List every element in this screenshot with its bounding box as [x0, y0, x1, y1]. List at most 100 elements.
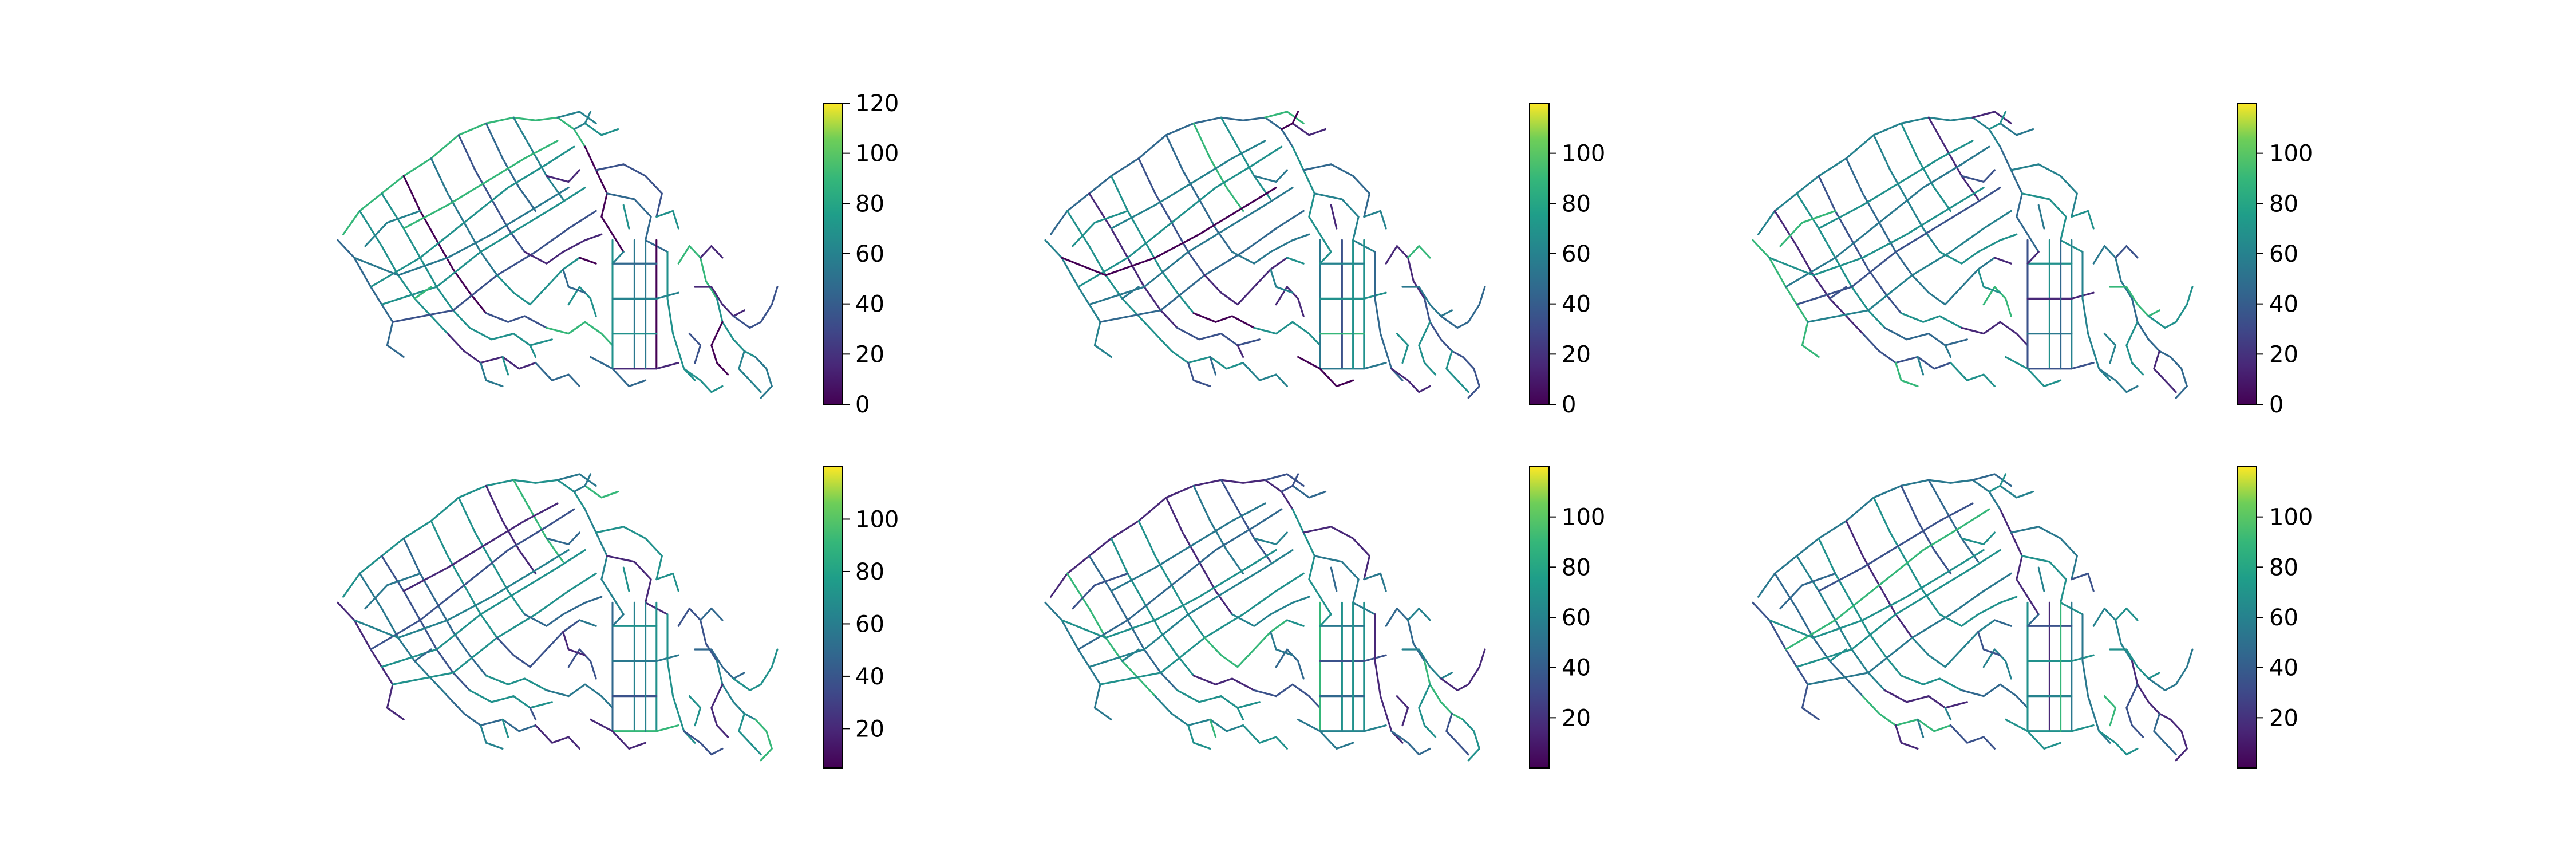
- road-segment: [1291, 484, 1327, 499]
- road-segment: [2026, 654, 2095, 663]
- road-segment: [381, 555, 471, 692]
- road-segment: [1785, 145, 1990, 288]
- road-segment: [590, 718, 647, 750]
- road-segment: [496, 257, 580, 306]
- colorbar-tick-label: 60: [855, 611, 884, 637]
- road-segment: [1270, 631, 1294, 656]
- road-segment: [1818, 175, 1902, 314]
- road-segment: [337, 601, 405, 721]
- road-segment: [1050, 116, 1294, 235]
- road-segment: [413, 648, 432, 663]
- road-segment: [1220, 479, 1272, 563]
- road-segment: [1938, 596, 2018, 627]
- road-segment: [1077, 145, 1283, 288]
- road-segment: [1236, 707, 1244, 721]
- road-segment: [1927, 479, 1980, 563]
- road-segment: [1911, 619, 1996, 668]
- road-segment: [1944, 707, 1952, 721]
- road-segment: [512, 479, 564, 563]
- road-segment: [1088, 555, 1178, 692]
- road-segment: [1044, 239, 1112, 358]
- road-segment: [1319, 654, 1387, 663]
- road-segment: [1396, 695, 1409, 727]
- road-segment: [1883, 689, 1968, 709]
- road-segment: [2005, 718, 2062, 750]
- road-segment: [655, 572, 679, 592]
- road-segment: [1066, 210, 1156, 335]
- road-segment: [1220, 116, 1272, 200]
- road-segment: [2170, 356, 2188, 399]
- road-segment: [1061, 549, 1277, 639]
- road-segment: [535, 361, 580, 388]
- road-segment: [1154, 695, 1244, 732]
- road-segment: [1209, 356, 1217, 376]
- road-segment: [1445, 712, 1469, 756]
- road-segment: [1390, 730, 1431, 756]
- road-segment: [1845, 157, 1913, 277]
- road-segment: [1999, 122, 2034, 136]
- panel-2: 0 20 40 60 80 100: [1044, 103, 1605, 418]
- road-segment: [1862, 695, 1952, 732]
- road-segment: [1242, 361, 1288, 388]
- road-segment: [2115, 607, 2139, 621]
- road-segment: [710, 321, 729, 376]
- road-segment: [501, 718, 509, 738]
- colorbar-tick-label: 100: [2269, 141, 2313, 167]
- road-network-map: [1044, 473, 1486, 762]
- road-segment: [523, 233, 603, 265]
- road-segment: [622, 566, 630, 592]
- road-segment: [622, 204, 630, 230]
- road-segment: [1977, 268, 2001, 294]
- road-segment: [364, 572, 421, 610]
- road-segment: [485, 484, 537, 575]
- road-segment: [683, 368, 724, 393]
- road-segment: [1319, 361, 1387, 370]
- colorbar-tick-label: 80: [2269, 554, 2298, 581]
- road-segment: [584, 484, 619, 499]
- road-segment: [578, 257, 597, 265]
- road-segment: [1385, 245, 1425, 300]
- panel-5: 20 40 60 80 100: [1044, 466, 1605, 769]
- colorbar: [2237, 103, 2257, 405]
- road-segment: [1236, 344, 1244, 358]
- road-segment: [1137, 157, 1206, 277]
- colorbar-tick-label: 100: [855, 506, 899, 533]
- road-segment: [1773, 210, 1864, 335]
- road-network-map: [1752, 111, 2194, 399]
- road-segment: [578, 619, 597, 627]
- road-segment: [754, 718, 773, 762]
- road-segment: [2147, 648, 2194, 692]
- road-segment: [595, 163, 663, 218]
- road-segment: [1993, 257, 2012, 265]
- road-segment: [1440, 286, 1486, 329]
- road-segment: [1192, 312, 1255, 329]
- road-segment: [1099, 210, 1305, 323]
- road-segment: [1319, 724, 1387, 732]
- colorbar-tick-label: 40: [855, 664, 884, 690]
- colorbar: [823, 103, 843, 405]
- road-segment: [1297, 356, 1354, 388]
- road-segment: [700, 245, 724, 259]
- road-segment: [611, 613, 625, 627]
- colorbar-tick-label: 0: [2269, 392, 2283, 418]
- road-segment: [556, 473, 597, 487]
- road-segment: [2109, 286, 2160, 317]
- road-segment: [573, 111, 592, 131]
- road-segment: [546, 321, 614, 346]
- road-segment: [1203, 257, 1288, 306]
- road-segment: [611, 251, 625, 265]
- road-segment: [1110, 537, 1195, 677]
- road-segment: [1895, 361, 1919, 388]
- road-segment: [2071, 210, 2095, 230]
- road-segment: [573, 473, 592, 493]
- road-segment: [1818, 537, 1902, 677]
- road-segment: [732, 286, 779, 329]
- road-segment: [546, 531, 580, 546]
- colorbar-tick-label: 20: [855, 716, 884, 742]
- road-segment: [595, 526, 663, 581]
- road-segment: [1796, 192, 1886, 329]
- road-segment: [1187, 724, 1211, 750]
- road-segment: [1374, 251, 1404, 381]
- road-segment: [501, 356, 509, 376]
